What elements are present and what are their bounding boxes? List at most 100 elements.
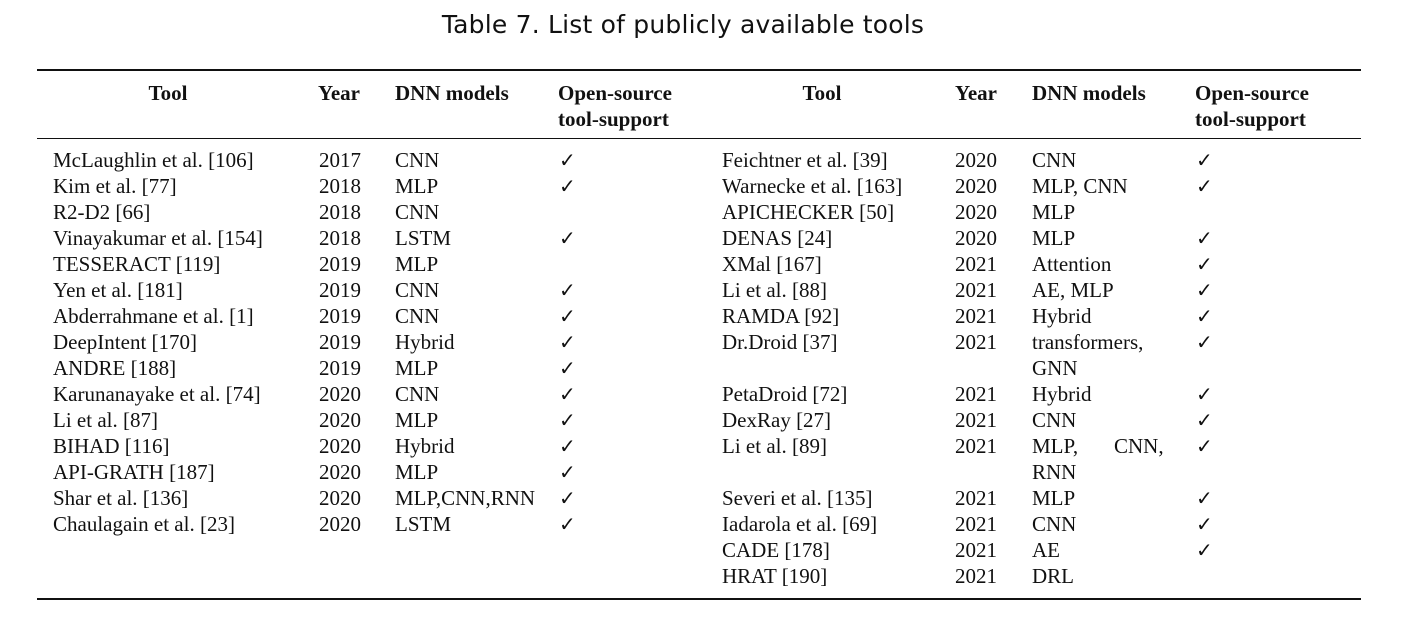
header-open-source-right: Open-source tool-support <box>1195 81 1309 131</box>
checkmark-icon: ✓ <box>1196 304 1213 328</box>
dnn-models-cell: MLP <box>1032 226 1076 250</box>
year-cell: 2021 <box>955 408 997 432</box>
checkmark-icon: ✓ <box>559 330 576 354</box>
checkmark-icon: ✓ <box>1196 330 1213 354</box>
dnn-models-cell: LSTM <box>395 226 452 250</box>
dnn-models-cell: CNN <box>395 278 440 302</box>
checkmark-icon: ✓ <box>559 278 576 302</box>
year-cell: 2021 <box>955 512 997 536</box>
checkmark-icon: ✓ <box>559 382 576 406</box>
dnn-models-cell-continued: RNN <box>1032 460 1077 484</box>
year-cell: 2020 <box>955 226 997 250</box>
checkmark-icon: ✓ <box>559 356 576 380</box>
tool-name-cell: BIHAD [116] <box>53 434 170 458</box>
checkmark-icon: ✓ <box>1196 278 1213 302</box>
dnn-models-cell: transformers, <box>1032 330 1144 354</box>
checkmark-icon: ✓ <box>1196 434 1213 458</box>
dnn-models-cell: CNN <box>395 200 440 224</box>
tool-name-cell: Severi et al. [135] <box>722 486 873 510</box>
dnn-models-cell: Hybrid <box>1032 304 1092 328</box>
checkmark-icon: ✓ <box>1196 486 1213 510</box>
header-tool-left: Tool <box>148 81 188 105</box>
tool-name-cell: DexRay [27] <box>722 408 832 432</box>
tool-name-cell: Kim et al. [77] <box>53 174 177 198</box>
dnn-models-cell: CNN <box>1032 408 1077 432</box>
tool-name-cell: Yen et al. [181] <box>53 278 183 302</box>
dnn-models-cell: Hybrid <box>395 434 455 458</box>
tool-name-cell: DENAS [24] <box>722 226 833 250</box>
tool-name-cell: Abderrahmane et al. [1] <box>53 304 254 328</box>
year-cell: 2020 <box>319 434 361 458</box>
checkmark-icon: ✓ <box>559 304 576 328</box>
dnn-models-cell: MLP <box>1032 200 1076 224</box>
year-cell: 2021 <box>955 278 997 302</box>
tool-name-cell: DeepIntent [170] <box>53 330 198 354</box>
tool-name-cell: CADE [178] <box>722 538 830 562</box>
dnn-models-cell: CNN, <box>1114 434 1164 458</box>
tool-name-cell: Li et al. [87] <box>53 408 158 432</box>
checkmark-icon: ✓ <box>559 408 576 432</box>
tool-name-cell: PetaDroid [72] <box>722 382 848 406</box>
tool-name-cell: Iadarola et al. [69] <box>722 512 878 536</box>
dnn-models-cell: AE <box>1032 538 1060 562</box>
year-cell: 2019 <box>319 356 361 380</box>
checkmark-icon: ✓ <box>1196 174 1213 198</box>
checkmark-icon: ✓ <box>1196 538 1213 562</box>
header-year-right: Year <box>955 81 997 105</box>
tool-name-cell: Vinayakumar et al. [154] <box>53 226 263 250</box>
tool-name-cell: APICHECKER [50] <box>722 200 895 224</box>
tool-name-cell: Feichtner et al. [39] <box>722 148 888 172</box>
dnn-models-cell: CNN <box>1032 148 1077 172</box>
year-cell: 2018 <box>319 174 361 198</box>
tool-name-cell: ANDRE [188] <box>53 356 177 380</box>
year-cell: 2021 <box>955 538 997 562</box>
dnn-models-cell: Attention <box>1032 252 1112 276</box>
dnn-models-cell: MLP <box>395 174 439 198</box>
header-tool-right: Tool <box>802 81 842 105</box>
header-year-left: Year <box>318 81 360 105</box>
dnn-models-cell: Hybrid <box>1032 382 1092 406</box>
header-dnn-models-left: DNN models <box>395 81 509 105</box>
checkmark-icon: ✓ <box>1196 408 1213 432</box>
dnn-models-cell: MLP <box>395 356 439 380</box>
tool-name-cell: McLaughlin et al. [106] <box>53 148 254 172</box>
year-cell: 2020 <box>955 174 997 198</box>
dnn-models-cell: MLP <box>395 252 439 276</box>
checkmark-icon: ✓ <box>559 174 576 198</box>
checkmark-icon: ✓ <box>1196 252 1213 276</box>
year-cell: 2019 <box>319 252 361 276</box>
tool-name-cell: Shar et al. [136] <box>53 486 189 510</box>
dnn-models-cell: LSTM <box>395 512 452 536</box>
year-cell: 2021 <box>955 330 997 354</box>
dnn-models-cell-continued: GNN <box>1032 356 1078 380</box>
dnn-models-cell: CNN <box>1032 512 1077 536</box>
checkmark-icon: ✓ <box>1196 382 1213 406</box>
year-cell: 2021 <box>955 434 997 458</box>
tool-name-cell: Dr.Droid [37] <box>722 330 838 354</box>
checkmark-icon: ✓ <box>1196 148 1213 172</box>
year-cell: 2020 <box>319 382 361 406</box>
year-cell: 2019 <box>319 278 361 302</box>
year-cell: 2019 <box>319 330 361 354</box>
header-open-source-left: Open-source tool-support <box>558 81 672 131</box>
tool-name-cell: API-GRATH [187] <box>53 460 215 484</box>
table-bottom-rule <box>37 598 1361 600</box>
dnn-models-cell: MLP, <box>1032 434 1079 458</box>
dnn-models-cell: DRL <box>1032 564 1074 588</box>
dnn-models-cell: CNN <box>395 148 440 172</box>
dnn-models-cell: MLP <box>1032 486 1076 510</box>
dnn-models-cell: MLP, CNN <box>1032 174 1128 198</box>
year-cell: 2021 <box>955 304 997 328</box>
year-cell: 2018 <box>319 226 361 250</box>
checkmark-icon: ✓ <box>559 486 576 510</box>
year-cell: 2020 <box>955 148 997 172</box>
tool-name-cell: Chaulagain et al. [23] <box>53 512 235 536</box>
tool-name-cell: HRAT [190] <box>722 564 828 588</box>
table-top-rule <box>37 69 1361 71</box>
year-cell: 2019 <box>319 304 361 328</box>
year-cell: 2021 <box>955 486 997 510</box>
checkmark-icon: ✓ <box>1196 512 1213 536</box>
dnn-models-cell: MLP <box>395 408 439 432</box>
checkmark-icon: ✓ <box>559 148 576 172</box>
year-cell: 2020 <box>319 408 361 432</box>
